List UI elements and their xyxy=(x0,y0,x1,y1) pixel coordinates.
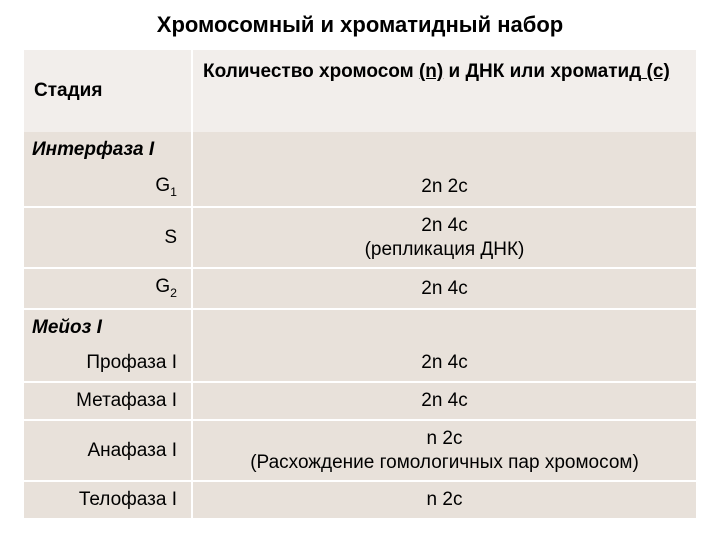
stage-g1: G1 xyxy=(24,168,192,207)
row-s: S 2n 4c (репликация ДНК) xyxy=(24,207,696,269)
row-metaphase: Метафаза I 2n 4c xyxy=(24,382,696,420)
data-telophase: n 2c xyxy=(192,481,696,518)
data-g1: 2n 2c xyxy=(192,168,696,207)
section-meiosis: Мейоз I xyxy=(24,309,192,346)
header-n-label: (n) xyxy=(419,61,443,82)
header-row: Стадия Количество хромосом (n) и ДНК или… xyxy=(24,50,696,132)
row-prophase: Профаза I 2n 4c xyxy=(24,345,696,382)
data-s: 2n 4c (репликация ДНК) xyxy=(192,207,696,269)
stage-g2-sub: 2 xyxy=(170,286,177,300)
data-s-line2: (репликация ДНК) xyxy=(365,239,525,260)
header-data-mid: и ДНК или хроматид xyxy=(443,61,641,82)
data-s-line1: 2n 4c xyxy=(421,215,467,236)
data-metaphase: 2n 4c xyxy=(192,382,696,420)
row-meiosis-title: Мейоз I xyxy=(24,309,696,346)
stage-g2-label: G xyxy=(155,276,170,297)
header-data-prefix: Количество хромосом xyxy=(203,61,419,82)
stage-s: S xyxy=(24,207,192,269)
stage-prophase: Профаза I xyxy=(24,345,192,382)
header-stage-label: Стадия xyxy=(34,80,102,101)
stage-metaphase: Метафаза I xyxy=(24,382,192,420)
stage-g1-sub: 1 xyxy=(170,185,177,199)
stage-g2: G2 xyxy=(24,268,192,308)
section-meiosis-blank xyxy=(192,309,696,346)
row-telophase: Телофаза I n 2c xyxy=(24,481,696,518)
header-stage: Стадия xyxy=(24,50,192,132)
slide-title: Хромосомный и хроматидный набор xyxy=(24,12,696,38)
data-anaphase-line2: (Расхождение гомологичных пар хромосом) xyxy=(250,452,639,473)
header-c-label: (с) xyxy=(641,61,670,82)
row-interphase-title: Интерфаза I xyxy=(24,132,696,168)
section-interphase-blank xyxy=(192,132,696,168)
row-g2: G2 2n 4c xyxy=(24,268,696,308)
data-anaphase-line1: n 2c xyxy=(427,428,463,449)
stage-g1-label: G xyxy=(155,175,170,196)
chromosome-table: Стадия Количество хромосом (n) и ДНК или… xyxy=(24,50,696,518)
stage-telophase: Телофаза I xyxy=(24,481,192,518)
data-prophase: 2n 4c xyxy=(192,345,696,382)
row-anaphase: Анафаза I n 2c (Расхождение гомологичных… xyxy=(24,420,696,482)
section-interphase: Интерфаза I xyxy=(24,132,192,168)
data-g2: 2n 4c xyxy=(192,268,696,308)
data-anaphase: n 2c (Расхождение гомологичных пар хромо… xyxy=(192,420,696,482)
stage-anaphase: Анафаза I xyxy=(24,420,192,482)
header-data: Количество хромосом (n) и ДНК или хромат… xyxy=(192,50,696,132)
row-g1: G1 2n 2c xyxy=(24,168,696,207)
slide-container: Хромосомный и хроматидный набор Стадия К… xyxy=(0,0,720,540)
